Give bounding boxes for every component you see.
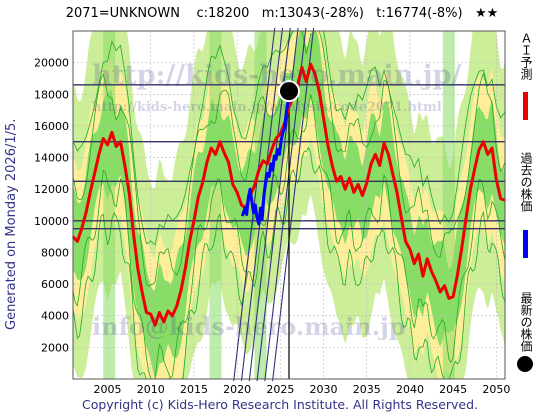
x-tick-label-2035: 2035 xyxy=(353,383,381,396)
series-layer xyxy=(71,62,506,327)
x-tick-label-2050: 2050 xyxy=(482,383,510,396)
x-tick-label-2045: 2045 xyxy=(439,383,467,396)
legend-swatch-past-price xyxy=(523,230,528,258)
current-price-marker xyxy=(278,80,300,103)
trend-line-4 xyxy=(272,27,315,382)
band-stripe-1 xyxy=(209,31,222,379)
copyright-footer: Copyright (c) Kids-Hero Research Institu… xyxy=(81,397,479,412)
x-tick-label-2005: 2005 xyxy=(94,383,122,396)
y-tick-label-12000: 12000 xyxy=(34,183,69,196)
marker-layer xyxy=(278,80,300,103)
y-tick-label-6000: 6000 xyxy=(41,278,69,291)
y-tick-label-16000: 16000 xyxy=(34,120,69,133)
y-tick-label-20000: 20000 xyxy=(34,57,69,70)
y-tick-label-14000: 14000 xyxy=(34,152,69,165)
x-tick-labels: 2005 2010 2015 2020 2025 2030 2035 2040 2045 2050 xyxy=(94,383,511,396)
y-tick-label-8000: 8000 xyxy=(41,246,69,259)
legend-swatch-ai-forecast xyxy=(523,92,528,120)
legend-label-ai-forecast: ＡＩ予測 xyxy=(519,32,533,80)
y-tick-label-4000: 4000 xyxy=(41,310,69,323)
x-tick-label-2040: 2040 xyxy=(396,383,424,396)
y-tick-label-10000: 10000 xyxy=(34,215,69,228)
x-tick-label-2025: 2025 xyxy=(266,383,294,396)
y-tick-label-2000: 2000 xyxy=(41,341,69,354)
plot-frame xyxy=(72,30,506,380)
x-tick-label-2030: 2030 xyxy=(310,383,338,396)
x-tick-label-2020: 2020 xyxy=(223,383,251,396)
y-tick-labels: 2000 4000 6000 8000 10000 12000 14000 16000 1800… xyxy=(34,57,69,355)
legend-label-latest-price: 最新の株価 xyxy=(519,292,533,352)
legend-label-past-price: 過去の株価 xyxy=(519,152,533,212)
series-ai-forecast xyxy=(71,62,506,327)
grid-layer xyxy=(73,31,505,379)
band-stripe-2 xyxy=(254,31,267,379)
x-tick-label-2010: 2010 xyxy=(137,383,165,396)
x-tick-label-2015: 2015 xyxy=(180,383,208,396)
legend-swatch-latest-price xyxy=(517,356,533,372)
y-tick-label-18000: 18000 xyxy=(34,88,69,101)
band-stripe-0 xyxy=(103,31,116,379)
generated-date-note: Generated on Monday 2026/1/5. xyxy=(4,118,19,330)
chart-title: 2071=UNKNOWN c:18200 m:13043(-28%) t:167… xyxy=(65,6,499,21)
series-past-price xyxy=(240,90,291,226)
